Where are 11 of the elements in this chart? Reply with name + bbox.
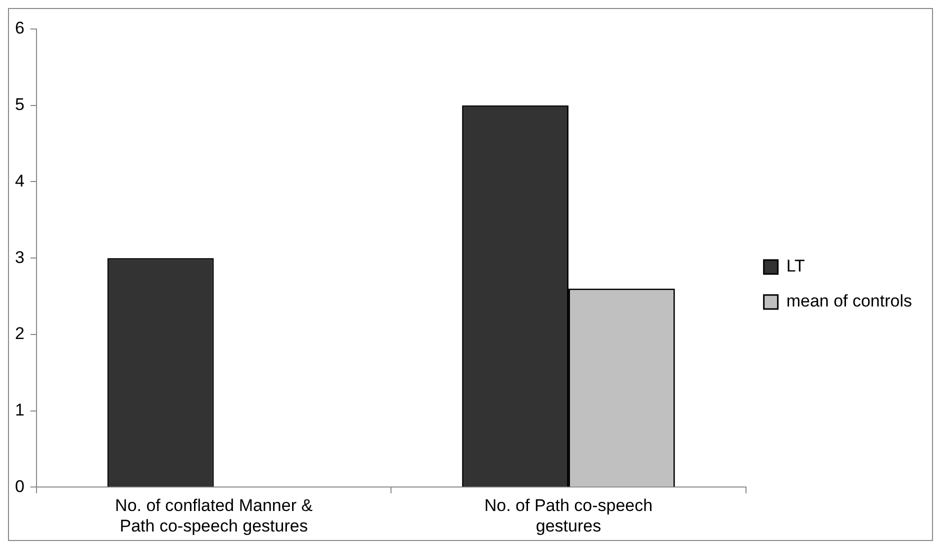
y-tick-label: 0 [14,476,24,496]
x-tick-label: No. of conflated Manner & Path co-speech gestures [115,496,314,536]
y-tick-label: 1 [14,400,24,420]
y-tick-label: 4 [14,171,24,190]
x-tick-label: No. of Path co-speech gestures [484,496,653,536]
y-tick-label: 2 [14,324,24,344]
legend-label: mean of controls [786,292,912,311]
y-tick-label: 5 [14,95,24,114]
legend-label: LT [786,256,805,276]
y-tick-label: 3 [14,248,24,267]
y-tick-label: 6 [14,18,24,38]
